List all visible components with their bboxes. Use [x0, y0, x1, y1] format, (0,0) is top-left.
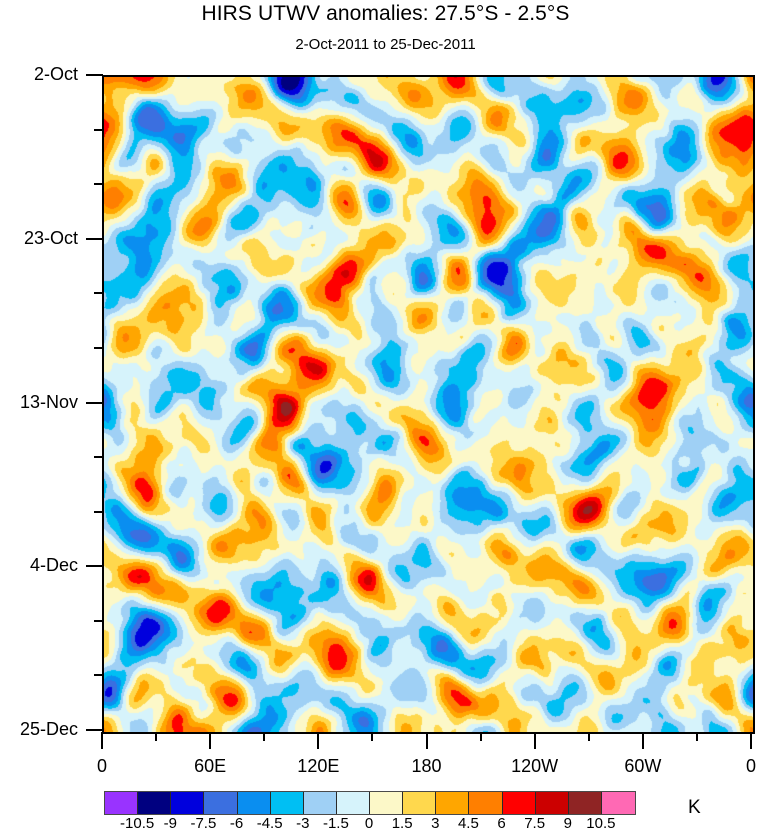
x-tick-label: 120E — [297, 756, 340, 776]
x-tick-major — [101, 732, 103, 749]
colorbar-swatch — [568, 792, 602, 814]
colorbar — [104, 791, 636, 815]
colorbar-swatch — [270, 792, 304, 814]
colorbar-tick-label: 10.5 — [586, 815, 616, 832]
colorbar-tick-label: -1.5 — [322, 815, 349, 832]
colorbar-tick-label: 3 — [431, 815, 440, 832]
colorbar-tick-label: 7.5 — [524, 815, 546, 832]
y-tick-label: 25-Dec — [19, 719, 78, 739]
y-tick-minor — [94, 674, 103, 677]
y-tick-label: 4-Dec — [29, 555, 78, 576]
y-tick-minor — [94, 346, 103, 349]
colorbar-swatch — [601, 792, 635, 814]
plot-area — [102, 75, 755, 734]
x-tick-major — [317, 732, 320, 749]
colorbar-tick-label: -3 — [296, 815, 310, 832]
colorbar-tick-label: -6 — [229, 815, 244, 832]
y-tick-minor — [94, 510, 103, 513]
colorbar-swatch — [303, 792, 337, 814]
x-tick-major — [425, 732, 428, 749]
colorbar-swatch — [105, 792, 139, 814]
colorbar-swatch — [138, 792, 172, 814]
colorbar-swatch — [403, 792, 437, 814]
colorbar-tick-label: -7.5 — [190, 815, 217, 832]
colorbar-tick-label: 1.5 — [391, 815, 413, 832]
colorbar-tick-label: -9 — [163, 815, 177, 832]
utwv-anomaly-contour-field — [104, 77, 753, 732]
y-tick-label: 13-Nov — [19, 391, 78, 412]
colorbar-swatch — [469, 792, 503, 814]
colorbar-tick-label: 9 — [563, 815, 572, 832]
colorbar-swatch — [370, 792, 404, 814]
y-tick-minor — [94, 619, 103, 622]
y-tick-minor — [94, 292, 103, 295]
x-tick-label: 60W — [624, 756, 662, 776]
x-tick-minor — [371, 732, 374, 741]
colorbar-tick-label: 4.5 — [457, 815, 479, 832]
x-tick-label: 0 — [96, 756, 108, 776]
y-tick-major — [86, 565, 103, 568]
colorbar-swatch — [171, 792, 205, 814]
y-tick-minor — [94, 128, 103, 131]
x-tick-minor — [695, 732, 698, 741]
y-tick-minor — [94, 183, 103, 186]
colorbar-tick-label: -4.5 — [256, 815, 283, 832]
y-tick-major — [86, 729, 103, 731]
colorbar-swatch — [336, 792, 370, 814]
colorbar-tick-label: 6 — [497, 815, 506, 832]
y-tick-minor — [94, 456, 103, 459]
x-tick-major — [641, 732, 644, 749]
x-tick-minor — [587, 732, 590, 741]
page-title: HIRS UTWV anomalies: 27.5°S - 2.5°S — [201, 2, 570, 25]
figure-subtitle: 2-Oct-2011 to 25-Dec-2011 — [295, 36, 476, 53]
y-tick-major — [86, 74, 103, 76]
x-tick-major — [533, 732, 536, 749]
y-tick-major — [86, 401, 103, 404]
colorbar-swatch — [237, 792, 271, 814]
x-tick-major — [750, 732, 752, 749]
colorbar-swatch — [535, 792, 569, 814]
colorbar-swatch — [436, 792, 470, 814]
x-tick-minor — [479, 732, 482, 741]
x-tick-label: 0 — [745, 756, 757, 776]
y-tick-major — [86, 237, 103, 240]
x-tick-minor — [155, 732, 158, 741]
colorbar-tick-label: 0 — [364, 815, 374, 832]
x-tick-label: 180 — [411, 756, 442, 776]
x-tick-minor — [263, 732, 266, 741]
colorbar-swatch — [502, 792, 536, 814]
y-tick-label: 2-Oct — [33, 64, 78, 84]
y-tick-label: 23-Oct — [23, 227, 78, 248]
colorbar-swatch — [204, 792, 238, 814]
x-tick-label: 60E — [194, 756, 227, 776]
x-tick-label: 120W — [511, 756, 559, 776]
colorbar-units-label: K — [688, 797, 701, 818]
colorbar-tick-label: -10.5 — [120, 815, 155, 832]
x-tick-major — [209, 732, 212, 749]
